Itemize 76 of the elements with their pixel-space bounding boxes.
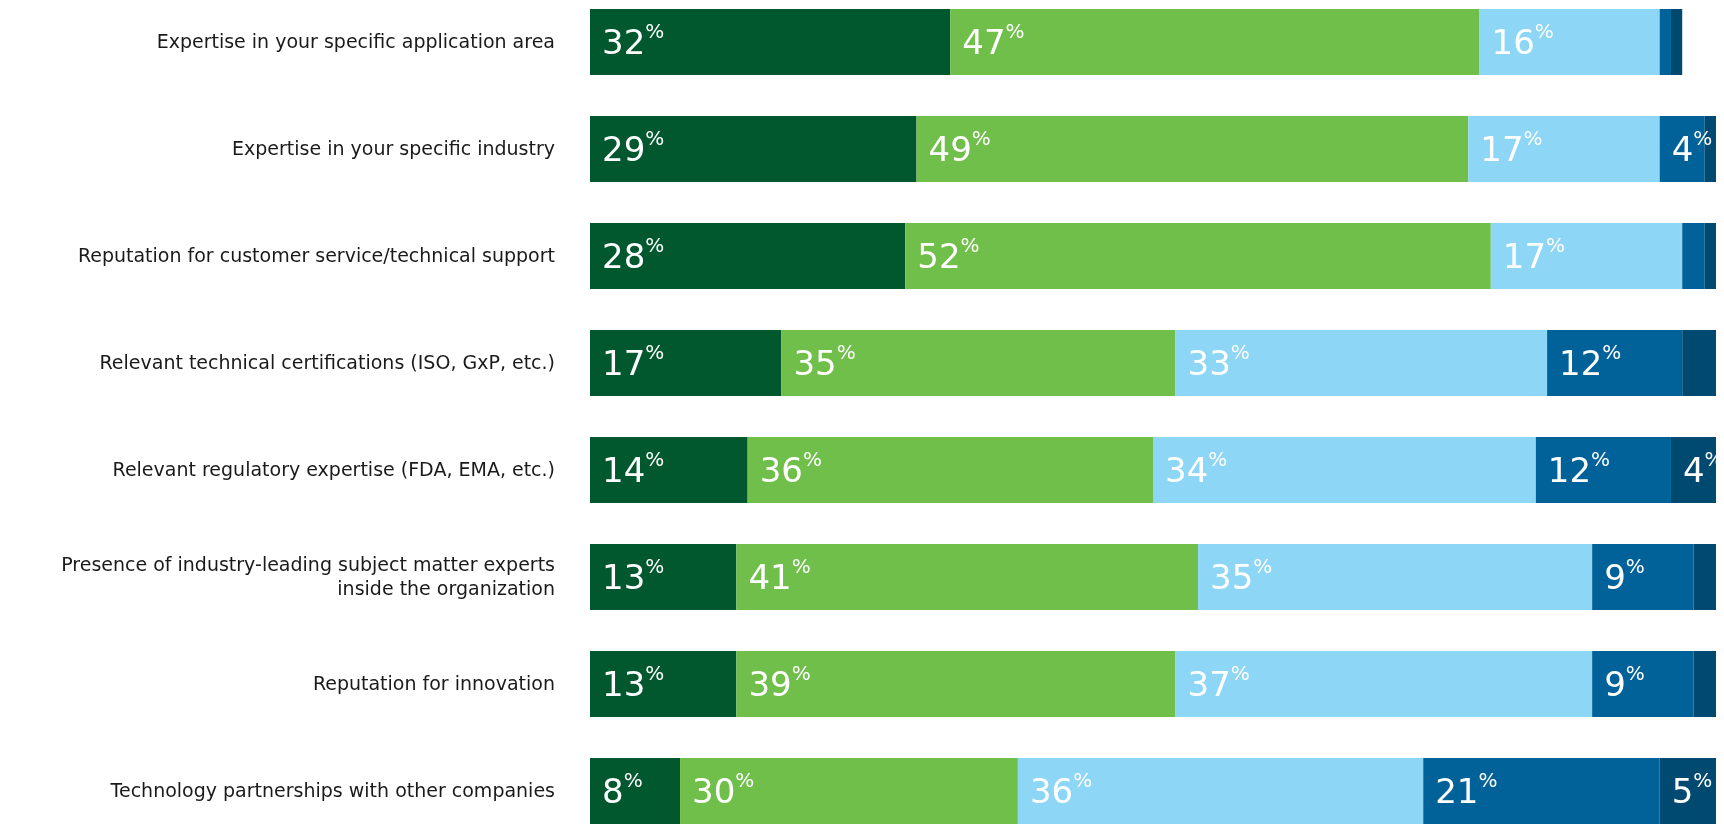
data-label: 28$^{%}$ xyxy=(602,232,665,276)
data-label: 13$^{%}$ xyxy=(602,660,665,704)
bar xyxy=(590,437,748,503)
bar xyxy=(1198,544,1593,610)
bar xyxy=(1535,437,1671,503)
bar xyxy=(1175,330,1548,396)
bar xyxy=(950,9,1480,75)
bar xyxy=(747,437,1153,503)
bar xyxy=(1592,544,1694,610)
data-label: 41$^{%}$ xyxy=(748,553,811,597)
y-tick-label: Presence of industry-leading subject matter experts inside the organization xyxy=(61,552,555,599)
data-label: 17$^{%}$ xyxy=(602,339,665,383)
data-label: 16$^{%}$ xyxy=(1491,18,1554,62)
data-label: 5$^{%}$ xyxy=(1671,767,1713,811)
bar xyxy=(1682,223,1705,289)
bar xyxy=(916,116,1469,182)
data-label: 30$^{%}$ xyxy=(692,767,755,811)
data-label: 4$^{%}$ xyxy=(1671,125,1713,169)
data-label: 17$^{%}$ xyxy=(1502,232,1566,276)
data-label: 13$^{%}$ xyxy=(602,553,665,597)
y-tick-label: Relevant technical certifications (ISO, GxP, etc.) xyxy=(99,350,555,373)
data-label: 35$^{%}$ xyxy=(1210,553,1273,597)
bar xyxy=(1659,758,1716,824)
bar xyxy=(1659,9,1671,75)
bar xyxy=(590,116,917,182)
bar xyxy=(1017,758,1424,824)
bar xyxy=(1693,651,1716,717)
bar xyxy=(781,330,1176,396)
data-label: 37$^{%}$ xyxy=(1187,660,1250,704)
bar xyxy=(590,223,906,289)
bar xyxy=(1175,651,1593,717)
bar xyxy=(1468,116,1660,182)
bar xyxy=(1682,330,1716,396)
y-tick-label: Relevant regulatory expertise (FDA, EMA, etc.) xyxy=(112,457,555,480)
data-label: 52$^{%}$ xyxy=(917,232,980,276)
bar xyxy=(590,544,737,610)
bar xyxy=(590,330,782,396)
bar xyxy=(1704,223,1716,289)
y-tick-label: Reputation for customer service/technical support xyxy=(77,243,555,266)
y-tick-label: Technology partnerships with other companies xyxy=(109,778,555,801)
data-label: 36$^{%}$ xyxy=(759,446,822,490)
data-label: 14$^{%}$ xyxy=(602,446,665,490)
data-label: 36$^{%}$ xyxy=(1029,767,1093,811)
data-label: 35$^{%}$ xyxy=(793,339,856,383)
bar xyxy=(1592,651,1694,717)
bar xyxy=(1490,223,1683,289)
data-label: 21$^{%}$ xyxy=(1435,767,1498,811)
data-label: 9$^{%}$ xyxy=(1604,553,1645,597)
data-label: 39$^{%}$ xyxy=(748,660,811,704)
data-label: 33$^{%}$ xyxy=(1187,339,1250,383)
bar xyxy=(905,223,1491,289)
data-label: 12$^{%}$ xyxy=(1559,339,1622,383)
data-label: 32$^{%}$ xyxy=(602,18,665,62)
data-label: 12$^{%}$ xyxy=(1547,446,1611,490)
bar xyxy=(1423,758,1660,824)
bar xyxy=(590,651,737,717)
data-label: 9$^{%}$ xyxy=(1604,660,1645,704)
bar xyxy=(736,544,1199,610)
y-tick-label: Reputation for innovation xyxy=(312,671,555,694)
data-label: 47$^{%}$ xyxy=(962,18,1025,62)
y-tick-label: Expertise in your specific application area xyxy=(156,29,555,52)
data-label: 8$^{%}$ xyxy=(602,767,643,811)
data-label: 17$^{%}$ xyxy=(1480,125,1543,169)
bar xyxy=(736,651,1176,717)
bar xyxy=(1547,330,1683,396)
bar xyxy=(1479,9,1660,75)
data-label: 29$^{%}$ xyxy=(602,125,665,169)
data-label: 49$^{%}$ xyxy=(928,125,991,169)
bar xyxy=(590,758,681,824)
bar xyxy=(590,9,951,75)
bar xyxy=(1670,9,1683,75)
bar xyxy=(1693,544,1716,610)
bar xyxy=(1153,437,1536,503)
y-tick-label: Expertise in your specific industry xyxy=(232,136,555,159)
data-label: 34$^{%}$ xyxy=(1165,446,1228,490)
bar xyxy=(680,758,1018,824)
